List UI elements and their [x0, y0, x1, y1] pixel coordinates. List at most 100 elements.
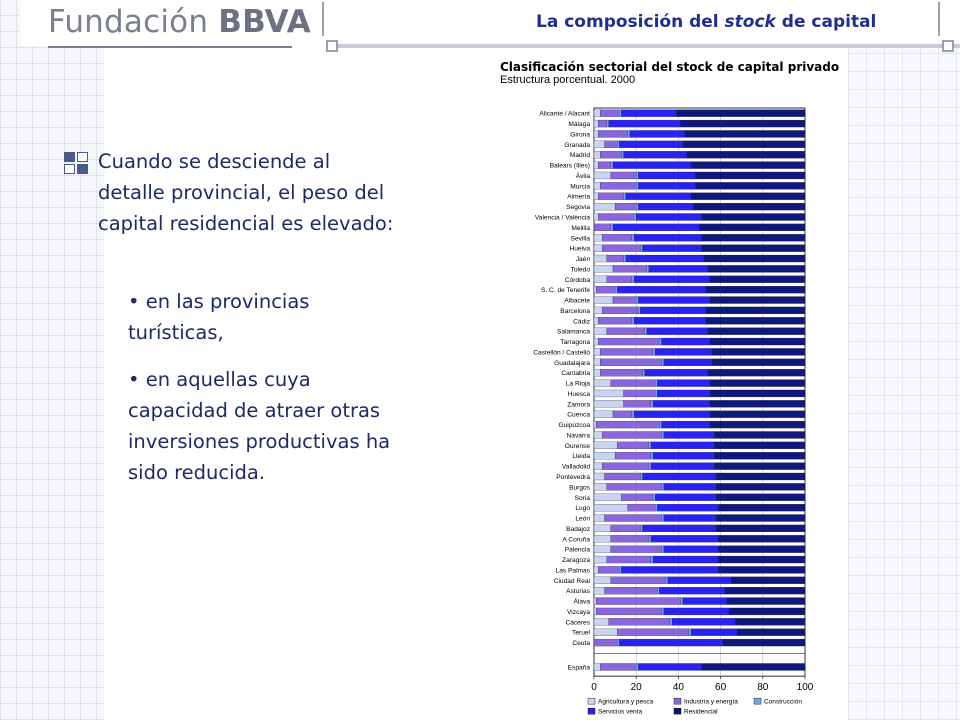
bar-segment: [693, 202, 806, 211]
category-label: Cuenca: [567, 412, 590, 419]
bar-segment: [617, 628, 690, 636]
bar-segment: [619, 566, 622, 574]
bar-segment: [593, 555, 607, 564]
bar-segment: [593, 151, 601, 159]
bar-segment: [617, 140, 620, 148]
bar-segment: [709, 296, 806, 304]
bar-segment: [598, 337, 660, 346]
legend-label: Agricultura y pesca: [598, 699, 654, 706]
bar-segment: [593, 472, 605, 481]
bar-segment: [671, 618, 736, 626]
bar-segment: [712, 358, 806, 366]
bar-segment: [636, 296, 639, 304]
bar-segment: [659, 337, 662, 346]
bar-segment: [667, 576, 732, 584]
bar-segment: [593, 234, 603, 242]
legend-label: Industria y energía: [684, 699, 738, 706]
category-label: Teruel: [572, 630, 590, 637]
bar-segment: [593, 286, 597, 294]
category-label: Cádiz: [573, 318, 590, 325]
bar-segment: [695, 171, 806, 180]
bar-segment: [604, 140, 618, 148]
bar-segment: [640, 472, 643, 481]
category-label: Zaragoza: [562, 557, 590, 564]
bar-segment: [661, 358, 664, 366]
header-bracket-right: [938, 2, 940, 36]
slide-title-italic: stock: [724, 12, 776, 32]
bullet-marker-1: •: [128, 290, 140, 313]
brand-prefix: Fundación: [48, 4, 209, 40]
category-label: Álava: [574, 597, 591, 606]
bar-segment: [593, 587, 605, 595]
bar-segment: [600, 663, 637, 671]
category-label: Huelva: [569, 246, 590, 253]
bar-segment: [621, 493, 654, 501]
bar-segment: [619, 109, 622, 117]
bar-segment: [593, 379, 612, 387]
bar-segment: [593, 410, 614, 418]
bar-segment: [695, 182, 806, 190]
bar-segment: [606, 327, 645, 335]
bar-segment: [593, 420, 597, 429]
bar-segment: [714, 452, 806, 460]
bar-segment: [648, 462, 652, 470]
bar-segment: [631, 275, 635, 283]
bar-segment: [714, 431, 806, 439]
bar-segment: [680, 597, 683, 605]
bar-segment: [718, 566, 806, 574]
bar-segment: [676, 109, 806, 117]
bar-segment: [633, 410, 711, 418]
bar-segment: [659, 587, 725, 595]
category-label: Burgos: [569, 484, 591, 491]
bar-segment: [650, 452, 654, 460]
bar-segment: [682, 597, 728, 605]
bar-segment: [640, 524, 643, 533]
bar-segment: [604, 472, 641, 481]
bar-segment: [621, 151, 624, 159]
bar-segment: [642, 369, 645, 377]
bar-segment: [598, 161, 612, 169]
bar-segment: [612, 296, 637, 304]
bar-segment: [600, 348, 654, 356]
bar-segment: [602, 244, 641, 252]
category-label: Guipúzcoa: [558, 422, 590, 429]
bar-segment: [598, 119, 607, 128]
bar-segment: [663, 431, 715, 439]
bar-segment: [602, 431, 662, 439]
bar-segment: [606, 555, 652, 564]
bar-segment: [619, 638, 723, 647]
category-label: Guadalajara: [554, 360, 590, 367]
category-label: Cantabria: [561, 370, 590, 377]
bar-segment: [638, 296, 711, 304]
bar-segment: [617, 638, 620, 647]
bar-segment: [633, 275, 711, 283]
bar-segment: [612, 223, 700, 231]
bar-segment: [600, 182, 637, 190]
bar-segment: [701, 244, 806, 252]
bar-segment: [598, 192, 624, 200]
bar-segment: [593, 566, 599, 574]
category-label: Murcia: [570, 183, 590, 190]
x-tick-label: 0: [591, 682, 597, 693]
bar-segment: [709, 410, 806, 418]
bar-segment: [642, 524, 717, 533]
bar-segment: [593, 130, 599, 138]
bar-segment: [650, 441, 715, 449]
bar-segment: [661, 545, 664, 553]
bar-segment: [663, 358, 713, 366]
category-label: Albacete: [564, 298, 590, 305]
bar-segment: [648, 535, 652, 543]
bar-segment: [642, 244, 702, 252]
category-label: Balears (Illes): [550, 163, 590, 170]
header-corner-square-left: [326, 40, 338, 52]
bar-segment: [701, 213, 806, 221]
x-tick-label: 80: [757, 682, 769, 693]
bar-segment: [663, 483, 717, 491]
slide-title: La composición del stock de capital: [536, 12, 876, 32]
category-label: Soria: [575, 495, 591, 502]
bar-segment: [598, 317, 633, 325]
category-label: Cáceres: [565, 619, 590, 626]
category-label: Valladolid: [562, 464, 590, 471]
bar-segment: [652, 493, 656, 501]
category-label: Valencia / València: [535, 214, 590, 221]
